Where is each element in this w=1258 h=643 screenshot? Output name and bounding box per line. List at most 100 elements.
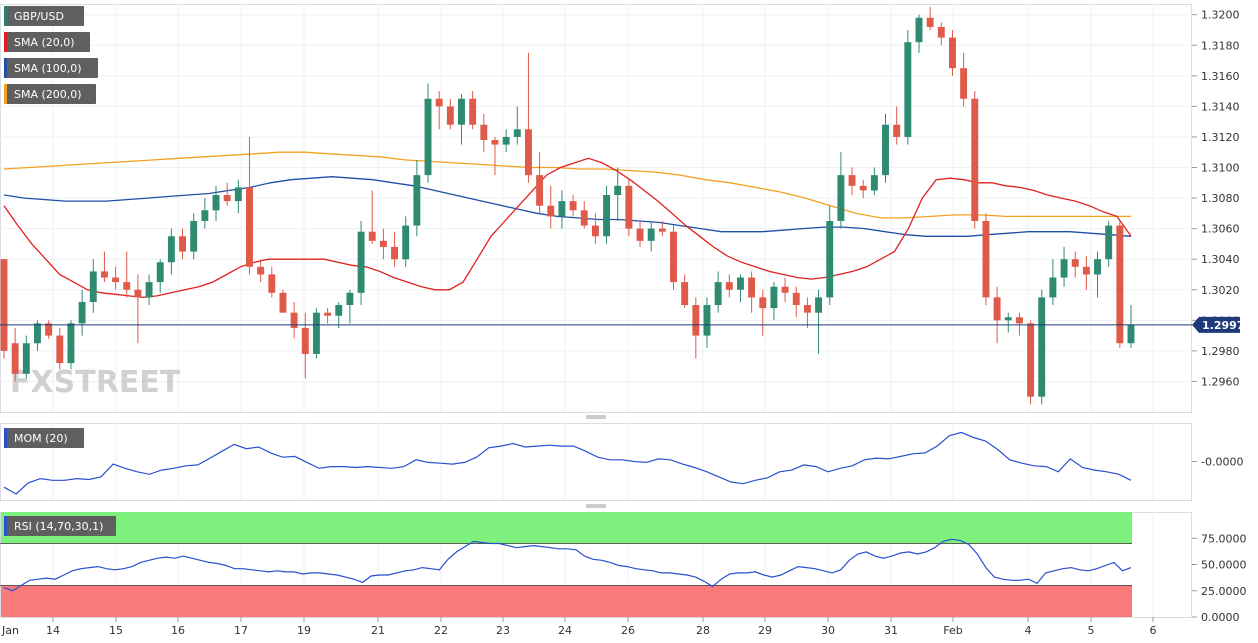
sma100-polyline: [3, 176, 1132, 237]
rsi-y-tick-label: 0.0000: [1201, 611, 1240, 624]
rsi-legend-label: RSI (14,70,30,1): [14, 520, 103, 533]
candle-body: [335, 305, 343, 316]
candle-body: [123, 282, 131, 290]
y-tick-label: 1.3160: [1201, 70, 1240, 83]
y-tick-label: 1.3120: [1201, 131, 1240, 144]
candle-body: [246, 187, 253, 267]
candle-body: [1049, 277, 1057, 298]
candle-body: [379, 240, 387, 247]
candle-body: [268, 274, 276, 293]
candle-body: [1071, 259, 1079, 267]
panel-frame: [0, 423, 1192, 501]
candle-body: [937, 26, 945, 38]
candle-body: [714, 282, 722, 306]
candle-body: [513, 129, 521, 137]
candle-body: [301, 327, 309, 354]
y-tick-label: 1.3140: [1201, 100, 1240, 113]
y-tick-label: 1.3020: [1201, 284, 1240, 297]
y-tick-label: 1.3100: [1201, 162, 1240, 175]
x-tick-label: 29: [758, 624, 772, 637]
candle-body: [257, 266, 265, 275]
candle-body: [502, 136, 510, 145]
candle-body: [759, 297, 767, 309]
candle-body: [803, 305, 811, 313]
x-tick-label: 24: [558, 624, 572, 637]
candle-body: [636, 228, 644, 241]
candle-body: [603, 195, 611, 237]
candle-body: [558, 201, 566, 217]
last-price-label: 1.2997: [1202, 319, 1244, 332]
candle-body: [435, 98, 443, 107]
candle-body: [926, 17, 934, 27]
candle-body: [134, 289, 142, 298]
candle-body: [45, 323, 53, 336]
candle-body: [1027, 323, 1035, 397]
candle-body: [100, 271, 108, 278]
mom-y-tick-label: -0.0000: [1201, 456, 1243, 469]
candle-body: [190, 220, 198, 252]
candle-body: [781, 286, 789, 293]
legend-item-label: SMA (100,0): [14, 62, 82, 75]
candles: [0, 7, 1135, 405]
sma20-polyline: [3, 157, 1132, 299]
x-tick-label: 22: [434, 624, 448, 637]
x-tick-label: 15: [109, 624, 123, 637]
legend-item-swatch: [4, 32, 7, 52]
candle-body: [837, 175, 845, 221]
fxstreet-watermark: FXSTREET: [10, 365, 181, 400]
candle-body: [770, 286, 778, 309]
candle-body: [480, 124, 488, 140]
candle-body: [658, 228, 666, 232]
candle-body: [893, 124, 901, 137]
rsi-overbought-zone: [1, 512, 1132, 544]
candle-body: [424, 98, 432, 176]
candle-body: [324, 312, 332, 316]
candle-body: [179, 236, 186, 252]
candle-body: [78, 301, 86, 324]
candle-body: [11, 343, 19, 374]
rsi-y-tick-label: 25.0000: [1201, 585, 1247, 598]
candle-body: [34, 323, 41, 344]
candle-body: [67, 323, 75, 364]
panel-frame: [0, 4, 1192, 413]
candle-body: [681, 282, 689, 306]
candle-body: [391, 246, 399, 260]
candle-body: [580, 210, 588, 226]
y-tick-label: 1.2960: [1201, 375, 1240, 388]
candle-body: [1127, 324, 1135, 344]
candle-body: [212, 195, 220, 211]
candle-body: [223, 195, 231, 202]
candle-body: [1004, 317, 1012, 321]
candle-body: [826, 220, 834, 298]
candle-body: [56, 335, 64, 364]
candle-body: [870, 175, 878, 191]
price-legend: GBP/USD SMA (20,0) SMA (100,0) SMA (200,0): [4, 6, 98, 104]
rsi-legend-swatch: [4, 516, 7, 536]
candle-body: [647, 228, 655, 241]
candle-body: [736, 277, 744, 290]
candle-body: [670, 231, 677, 283]
watermark-text: FXSTREET: [10, 365, 181, 400]
candle-body: [167, 236, 175, 263]
legend-item-box: [4, 6, 84, 26]
mom-legend-label: MOM (20): [14, 432, 68, 445]
grid-lines: [0, 4, 1192, 618]
y-tick-label: 1.3040: [1201, 253, 1240, 266]
candle-body: [112, 277, 120, 283]
rsi-oversold-zone: [1, 585, 1132, 617]
candle-body: [882, 124, 889, 176]
candle-body: [413, 175, 421, 226]
candle-body: [201, 210, 209, 221]
x-tick-label: 6: [1150, 624, 1157, 637]
momentum-panel: -0.0000 MOM (20): [3, 428, 1243, 495]
candle-body: [960, 68, 968, 99]
legend-item-box: [4, 58, 98, 78]
candle-body: [89, 271, 97, 302]
sma20-line: [3, 157, 1132, 299]
candle-body: [725, 282, 733, 290]
x-tick-label: 14: [46, 624, 60, 637]
candle-body: [346, 292, 354, 306]
candle-body: [1038, 297, 1046, 397]
rsi-polyline: [3, 538, 1132, 592]
